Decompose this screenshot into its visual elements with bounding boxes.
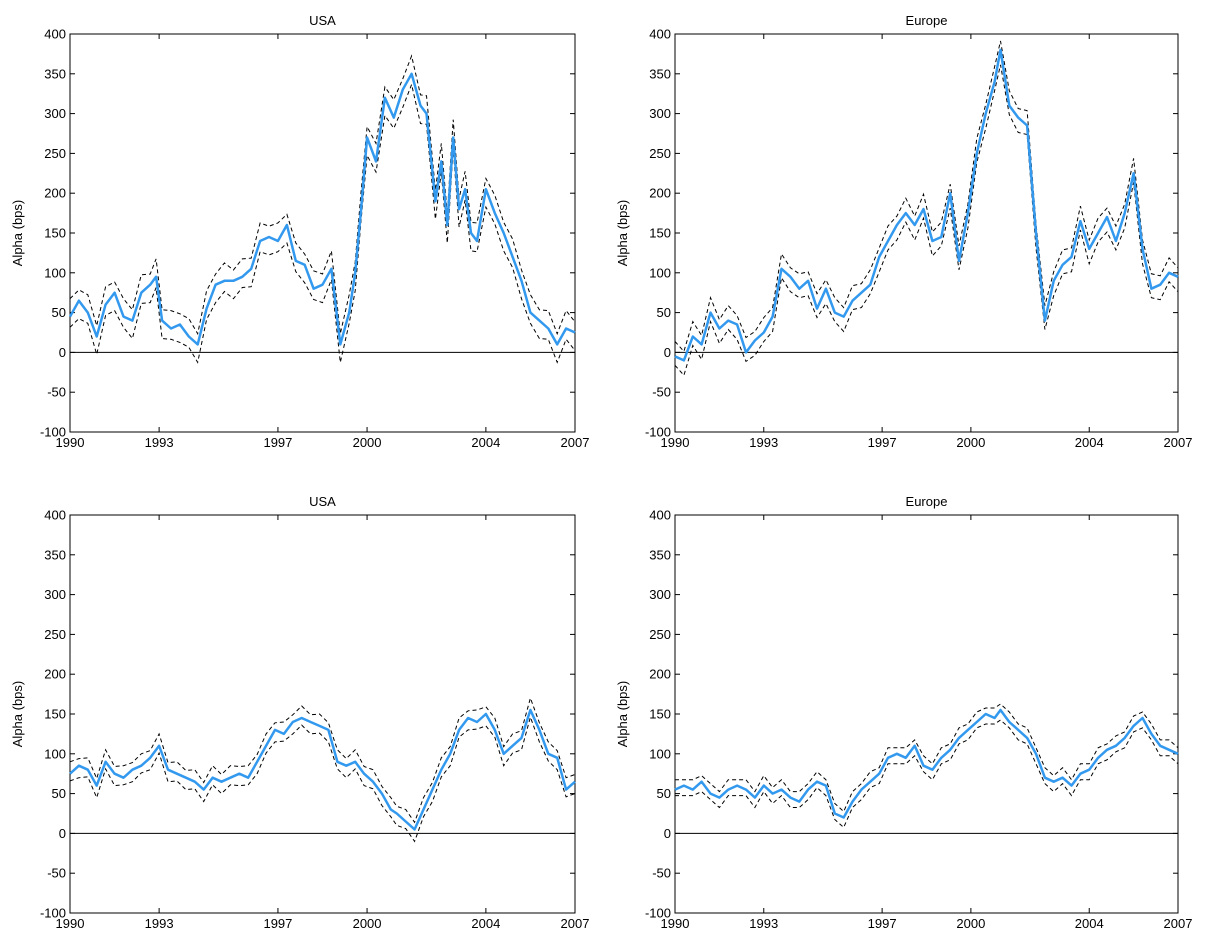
upper-confidence-line bbox=[674, 40, 1179, 353]
y-tick-label: 350 bbox=[649, 66, 671, 81]
y-tick-label: -100 bbox=[40, 425, 66, 440]
x-tick-label: 1997 bbox=[263, 435, 292, 450]
x-tick-label: 1990 bbox=[661, 435, 690, 450]
y-axis-label: Alpha (bps) bbox=[615, 200, 630, 266]
plot-frame bbox=[674, 514, 1179, 914]
alpha-mean-line bbox=[674, 48, 1179, 362]
y-axis-label: Alpha (bps) bbox=[10, 200, 25, 266]
y-tick-label: -50 bbox=[652, 385, 671, 400]
y-tick-label: 0 bbox=[59, 826, 66, 841]
y-tick-label: 100 bbox=[649, 265, 671, 280]
upper-confidence-line bbox=[69, 696, 576, 824]
y-tick-label: -50 bbox=[47, 385, 66, 400]
y-tick-label: 100 bbox=[44, 265, 66, 280]
chart-title: USA bbox=[309, 494, 336, 509]
y-tick-label: 300 bbox=[649, 106, 671, 121]
y-tick-label: 250 bbox=[44, 627, 66, 642]
lower-confidence-line bbox=[69, 82, 576, 364]
lower-confidence-line bbox=[69, 715, 576, 843]
alpha-mean-line bbox=[674, 708, 1179, 819]
x-tick-label: 2007 bbox=[1164, 435, 1193, 450]
y-tick-label: 250 bbox=[649, 627, 671, 642]
y-tick-label: 350 bbox=[649, 547, 671, 562]
y-tick-label: 50 bbox=[52, 786, 66, 801]
y-tick-label: -100 bbox=[40, 906, 66, 921]
y-tick-label: 250 bbox=[649, 146, 671, 161]
y-tick-label: 400 bbox=[44, 27, 66, 42]
y-tick-label: 200 bbox=[649, 667, 671, 682]
x-tick-label: 1993 bbox=[145, 916, 174, 931]
plot-frame bbox=[69, 33, 576, 433]
x-tick-label: 2000 bbox=[353, 435, 382, 450]
x-tick-label: 2000 bbox=[353, 916, 382, 931]
y-tick-label: 400 bbox=[649, 27, 671, 42]
chart-panel-3: USA Alpha (bps) -100 -50 0 50 100 150 200 250 300 3… bbox=[10, 494, 589, 931]
x-tick-label: 2000 bbox=[956, 916, 985, 931]
y-tick-label: 300 bbox=[44, 587, 66, 602]
y-tick-label: 150 bbox=[44, 226, 66, 241]
y-axis-label: Alpha (bps) bbox=[10, 681, 25, 747]
y-tick-label: 0 bbox=[664, 826, 671, 841]
y-tick-label: 0 bbox=[664, 345, 671, 360]
chart-panel-1: USA Alpha (bps) -100 -50 0 50 100 150 200 250 300 3… bbox=[10, 13, 589, 450]
y-tick-label: -100 bbox=[645, 425, 671, 440]
x-tick-label: 1993 bbox=[749, 435, 778, 450]
x-tick-label: 2000 bbox=[956, 435, 985, 450]
chart-panel-4: Europe Alpha (bps) -100 -50 0 50 100 150 200 250 3… bbox=[615, 494, 1192, 931]
alpha-mean-line bbox=[68, 72, 576, 346]
x-tick-label: 1997 bbox=[868, 916, 897, 931]
x-tick-label: 2007 bbox=[1164, 916, 1193, 931]
y-tick-label: 50 bbox=[52, 305, 66, 320]
x-tick-label: 2007 bbox=[561, 435, 590, 450]
y-tick-label: 400 bbox=[649, 508, 671, 523]
y-tick-label: 100 bbox=[44, 746, 66, 761]
lower-confidence-line bbox=[675, 719, 1179, 829]
alpha-mean-line bbox=[69, 708, 576, 831]
x-tick-label: 1990 bbox=[661, 916, 690, 931]
y-tick-label: 350 bbox=[44, 66, 66, 81]
x-tick-label: 1990 bbox=[56, 435, 85, 450]
chart-title: Europe bbox=[906, 13, 948, 28]
y-tick-label: 200 bbox=[44, 667, 66, 682]
upper-confidence-line bbox=[675, 703, 1179, 813]
y-tick-label: 100 bbox=[649, 746, 671, 761]
y-tick-label: -100 bbox=[645, 906, 671, 921]
y-tick-label: 200 bbox=[44, 186, 66, 201]
y-tick-label: 200 bbox=[649, 186, 671, 201]
y-tick-label: -50 bbox=[47, 866, 66, 881]
x-tick-label: 2004 bbox=[1075, 435, 1104, 450]
y-tick-label: 50 bbox=[657, 305, 671, 320]
y-tick-label: 0 bbox=[59, 345, 66, 360]
y-tick-label: 400 bbox=[44, 508, 66, 523]
y-tick-label: 50 bbox=[657, 786, 671, 801]
x-tick-label: 2004 bbox=[471, 916, 500, 931]
y-tick-label: -50 bbox=[652, 866, 671, 881]
x-tick-label: 1997 bbox=[263, 916, 292, 931]
x-tick-label: 1990 bbox=[56, 916, 85, 931]
chart-title: USA bbox=[309, 13, 336, 28]
y-tick-label: 300 bbox=[44, 106, 66, 121]
y-tick-label: 350 bbox=[44, 547, 66, 562]
chart-panel-2: Europe Alpha (bps) -100 -50 0 50 100 150 200 250 3… bbox=[615, 13, 1192, 450]
x-tick-label: 2004 bbox=[1075, 916, 1104, 931]
x-tick-label: 1993 bbox=[749, 916, 778, 931]
x-tick-label: 1993 bbox=[145, 435, 174, 450]
y-tick-label: 150 bbox=[44, 707, 66, 722]
plot-frame bbox=[69, 514, 576, 914]
y-tick-label: 150 bbox=[649, 226, 671, 241]
y-axis-label: Alpha (bps) bbox=[615, 681, 630, 747]
y-tick-label: 250 bbox=[44, 146, 66, 161]
lower-confidence-line bbox=[674, 64, 1179, 377]
y-tick-label: 300 bbox=[649, 587, 671, 602]
chart-title: Europe bbox=[906, 494, 948, 509]
x-tick-label: 2007 bbox=[561, 916, 590, 931]
upper-confidence-line bbox=[69, 54, 576, 336]
y-tick-label: 150 bbox=[649, 707, 671, 722]
x-tick-label: 1997 bbox=[868, 435, 897, 450]
x-tick-label: 2004 bbox=[471, 435, 500, 450]
